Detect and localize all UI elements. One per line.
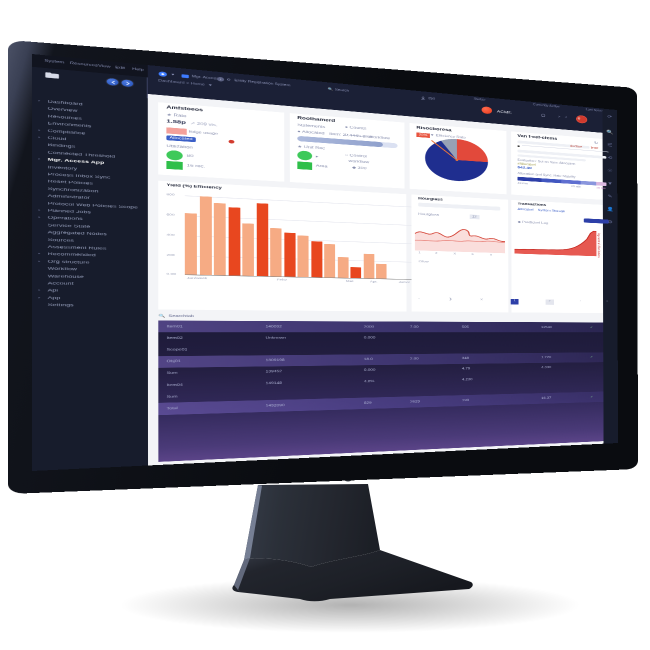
svg-text:i: i [220,78,221,81]
